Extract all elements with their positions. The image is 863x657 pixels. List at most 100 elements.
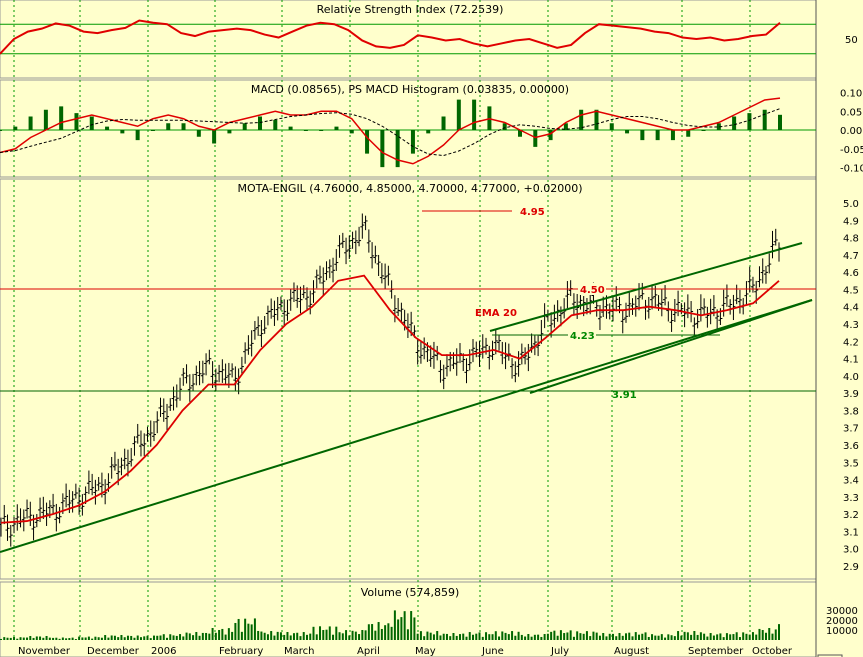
price-tick-label: 4.9 — [843, 216, 859, 227]
volume-tick-label: 10000 — [826, 626, 858, 637]
volume-bar — [758, 628, 761, 640]
price-tick-label: 3.9 — [843, 389, 859, 400]
volume-bar — [358, 634, 361, 640]
macd-histogram-bar — [74, 113, 79, 130]
volume-bar — [774, 629, 777, 640]
volume-bar — [432, 634, 435, 640]
rsi-line — [0, 19, 781, 55]
volume-bar — [29, 636, 32, 640]
volume-bar — [485, 632, 488, 640]
month-label-june: June — [481, 646, 504, 657]
price-tick-label: 4.1 — [843, 355, 859, 366]
month-label-may: May — [415, 646, 436, 657]
volume-bar — [413, 617, 416, 640]
volume-bar — [299, 636, 302, 640]
volume-bar — [445, 633, 448, 640]
volume-bar — [608, 633, 611, 640]
volume-bar — [302, 632, 305, 640]
volume-bar — [143, 636, 146, 640]
price-tick-label: 3.2 — [843, 510, 859, 521]
macd-histogram-bar — [410, 130, 415, 154]
volume-bar — [169, 634, 172, 640]
volume-bar — [218, 630, 221, 640]
volume-bar — [130, 635, 133, 640]
macd-histogram-bar — [166, 123, 171, 130]
resistance-label-bg — [578, 283, 606, 295]
volume-bar — [729, 634, 732, 640]
macd-histogram-bar — [655, 130, 660, 141]
volume-bar — [592, 631, 595, 640]
price-tick-label: 4.8 — [843, 234, 859, 245]
volume-bar — [764, 632, 767, 640]
volume-bar — [595, 632, 598, 640]
volume-bar — [354, 631, 357, 640]
volume-bar — [182, 636, 185, 640]
volume-bar — [751, 632, 754, 640]
macd-histogram-bar — [43, 109, 48, 130]
month-label-december: December — [87, 646, 140, 657]
volume-bar — [657, 635, 660, 640]
volume-bar — [504, 632, 507, 640]
volume-bar — [585, 631, 588, 640]
volume-bar — [198, 635, 201, 640]
volume-bar — [244, 618, 247, 640]
month-label-2006: 2006 — [151, 646, 176, 657]
volume-bar — [0, 638, 2, 640]
volume-bar — [74, 639, 77, 640]
volume-bar — [35, 636, 38, 640]
volume-bar — [9, 637, 12, 640]
volume-bar — [514, 635, 517, 640]
volume-bar — [364, 630, 367, 640]
volume-bar — [449, 636, 452, 640]
macd-histogram-bar — [472, 99, 477, 130]
macd-histogram-bar — [533, 130, 538, 147]
volume-bar — [660, 634, 663, 640]
macd-histogram-bar — [563, 123, 568, 130]
macd-histogram-bar — [89, 116, 94, 130]
price-tick-label: 2.9 — [843, 562, 859, 573]
volume-bar — [462, 633, 465, 640]
macd-tick-label: -0.05 — [840, 145, 863, 156]
macd-histogram-bar — [380, 130, 385, 168]
volume-bar — [201, 632, 204, 640]
price-tick-label: 3.0 — [843, 545, 859, 556]
volume-bar — [712, 635, 715, 640]
month-label-september: September — [688, 646, 744, 657]
volume-bar — [179, 634, 182, 640]
volume-bar — [390, 626, 393, 640]
macd-histogram-bar — [441, 116, 446, 130]
macd-histogram-bar — [732, 116, 737, 130]
high-label: 4.95 — [520, 207, 545, 218]
volume-bar — [442, 633, 445, 640]
macd-histogram-bar — [349, 130, 354, 134]
volume-bar — [465, 636, 468, 640]
lower-channel-line — [529, 299, 813, 394]
price-tick-label: 4.7 — [843, 251, 859, 262]
macd-histogram-bar — [303, 130, 308, 131]
volume-bar — [48, 637, 51, 640]
volume-bar — [338, 632, 341, 640]
volume-bar — [192, 635, 195, 640]
volume-bar — [631, 636, 634, 640]
volume-bar — [166, 637, 169, 640]
price-tick-label: 5.0 — [843, 199, 859, 210]
volume-bar — [162, 634, 165, 640]
volume-bar — [139, 637, 142, 640]
mid-label: 4.23 — [570, 331, 595, 342]
volume-bar — [725, 633, 728, 640]
macd-histogram-bar — [212, 130, 217, 144]
price-tick-label: 4.4 — [843, 303, 859, 314]
mid-label-bg — [568, 329, 596, 341]
volume-bar — [768, 628, 771, 640]
volume-bar — [703, 633, 706, 640]
volume-bar — [377, 622, 380, 640]
volume-bar — [319, 626, 322, 640]
volume-bar — [693, 631, 696, 640]
volume-bar — [458, 634, 461, 640]
volume-bar — [472, 634, 475, 640]
volume-bar — [641, 633, 644, 640]
volume-bar — [289, 635, 292, 640]
volume-bar — [185, 632, 188, 640]
macd-histogram-bar — [258, 116, 262, 130]
volume-bar — [716, 634, 719, 640]
